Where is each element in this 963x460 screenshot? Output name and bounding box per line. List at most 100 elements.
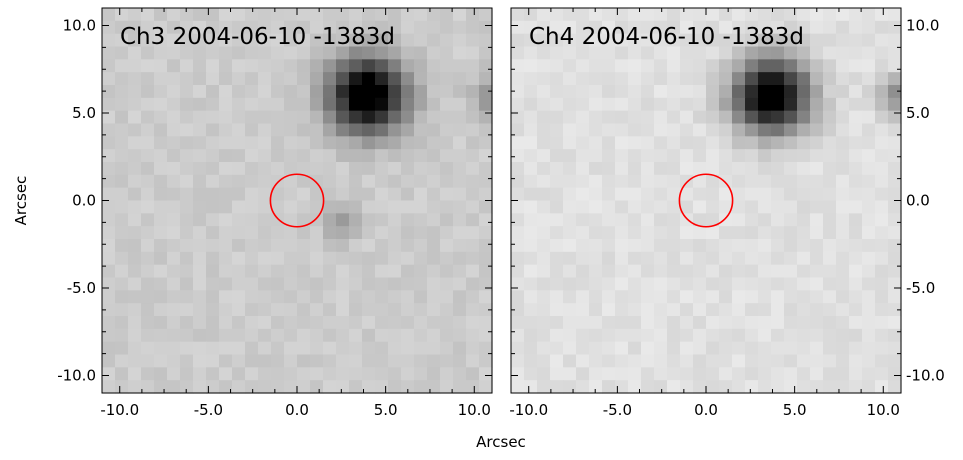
image-pixel	[271, 251, 285, 266]
image-pixel	[401, 290, 415, 304]
image-pixel	[154, 367, 168, 381]
x-tick-label: 0.0	[285, 401, 309, 419]
image-pixel	[466, 213, 480, 227]
image-pixel	[628, 8, 642, 22]
image-pixel	[154, 251, 168, 266]
image-pixel	[323, 328, 337, 343]
image-pixel	[128, 187, 142, 202]
image-pixel	[641, 72, 655, 86]
image-pixel	[706, 277, 720, 291]
image-pixel	[888, 110, 902, 125]
image-pixel	[219, 187, 233, 202]
image-pixel	[401, 187, 415, 202]
image-pixel	[654, 8, 668, 22]
image-pixel	[180, 290, 194, 304]
image-pixel	[862, 46, 876, 60]
image-pixel	[102, 187, 116, 202]
image-pixel	[388, 85, 402, 99]
image-pixel	[453, 187, 467, 202]
image-pixel	[427, 8, 441, 22]
image-pixel	[401, 200, 415, 214]
image-pixel	[888, 200, 902, 214]
image-pixel	[349, 239, 363, 253]
image-pixel	[362, 174, 376, 189]
image-pixel	[193, 8, 207, 22]
image-pixel	[758, 46, 772, 60]
image-pixel	[706, 174, 720, 189]
image-pixel	[128, 110, 142, 125]
image-pixel	[875, 239, 889, 253]
image-pixel	[810, 33, 824, 48]
image-pixel	[375, 72, 389, 86]
image-pixel	[427, 328, 441, 343]
image-pixel	[888, 239, 902, 253]
image-pixel	[875, 174, 889, 189]
image-pixel	[271, 97, 285, 112]
image-pixel	[823, 46, 837, 60]
image-pixel	[167, 187, 181, 202]
image-pixel	[875, 20, 889, 35]
image-pixel	[680, 123, 694, 137]
image-pixel	[888, 380, 902, 394]
image-pixel	[453, 367, 467, 381]
image-pixel	[349, 380, 363, 394]
image-pixel	[323, 33, 337, 48]
image-pixel	[576, 367, 590, 381]
image-pixel	[258, 174, 272, 189]
image-pixel	[524, 46, 538, 60]
image-pixel	[732, 290, 746, 304]
image-pixel	[875, 380, 889, 394]
image-pixel	[466, 136, 480, 150]
image-pixel	[128, 328, 142, 343]
image-pixel	[258, 354, 272, 368]
image-pixel	[427, 303, 441, 317]
image-pixel	[141, 20, 155, 35]
image-pixel	[589, 239, 603, 253]
image-pixel	[563, 226, 577, 240]
x-tick-label: 10.0	[458, 401, 491, 419]
image-pixel	[693, 46, 707, 60]
image-pixel	[180, 226, 194, 240]
image-pixel	[401, 33, 415, 48]
image-pixel	[180, 85, 194, 99]
image-pixel	[758, 110, 772, 125]
image-pixel	[615, 72, 629, 86]
image-pixel	[667, 8, 681, 22]
image-pixel	[667, 341, 681, 356]
image-pixel	[297, 226, 311, 240]
image-pixel	[888, 251, 902, 266]
image-pixel	[414, 46, 428, 60]
image-pixel	[875, 226, 889, 240]
image-pixel	[258, 187, 272, 202]
image-pixel	[297, 59, 311, 73]
image-pixel	[245, 277, 259, 291]
image-pixel	[141, 367, 155, 381]
image-pixel	[232, 239, 246, 253]
y-tick-label: 5.0	[906, 104, 930, 122]
image-pixel	[102, 251, 116, 266]
image-pixel	[602, 59, 616, 73]
image-pixel	[862, 174, 876, 189]
image-pixel	[563, 33, 577, 48]
image-pixel	[719, 380, 733, 394]
image-pixel	[693, 33, 707, 48]
image-pixel	[128, 226, 142, 240]
image-pixel	[479, 123, 493, 137]
image-pixel	[693, 174, 707, 189]
image-pixel	[732, 174, 746, 189]
image-pixel	[563, 123, 577, 137]
image-pixel	[154, 72, 168, 86]
image-pixel	[693, 290, 707, 304]
image-pixel	[336, 149, 350, 163]
image-pixel	[836, 213, 850, 227]
image-pixel	[167, 277, 181, 291]
y-tick-label: 10.0	[63, 17, 96, 35]
image-pixel	[654, 316, 668, 330]
image-pixel	[284, 226, 298, 240]
image-pixel	[440, 123, 454, 137]
image-pixel	[427, 46, 441, 60]
image-pixel	[771, 123, 785, 137]
image-pixel	[427, 123, 441, 137]
image-pixel	[576, 72, 590, 86]
image-pixel	[810, 328, 824, 343]
